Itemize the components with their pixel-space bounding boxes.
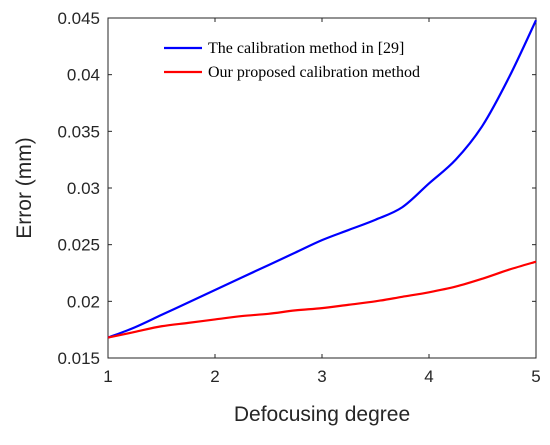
x-axis-label: Defocusing degree [234,403,410,426]
y-tick-label: 0.02 [67,292,100,311]
series-line-1 [107,19,537,339]
series-group [107,19,537,339]
plot-area [107,17,537,359]
y-tick-label: 0.015 [57,349,100,368]
ticks-group: 1 2 3 4 5 0.015 0.02 0.025 0.03 0.035 0.04 0.045 [57,9,540,386]
legend-label-1: The calibration method in [29] [208,40,404,57]
x-tick-label: 4 [424,367,433,386]
y-tick-label: 0.035 [57,122,100,141]
legend: The calibration method in [29] Our propos… [164,40,420,81]
y-tick-label: 0.025 [57,236,100,255]
x-tick-label: 5 [531,367,540,386]
legend-label-2: Our proposed calibration method [208,64,420,81]
x-tick-label: 1 [103,367,112,386]
x-tick-label: 3 [317,367,326,386]
y-axis-label: Error (mm) [13,137,36,238]
y-tick-label: 0.045 [57,9,100,28]
y-tick-label: 0.04 [67,66,100,85]
series-line-2 [107,260,537,339]
y-tick-label: 0.03 [67,179,100,198]
x-tick-label: 2 [210,367,219,386]
